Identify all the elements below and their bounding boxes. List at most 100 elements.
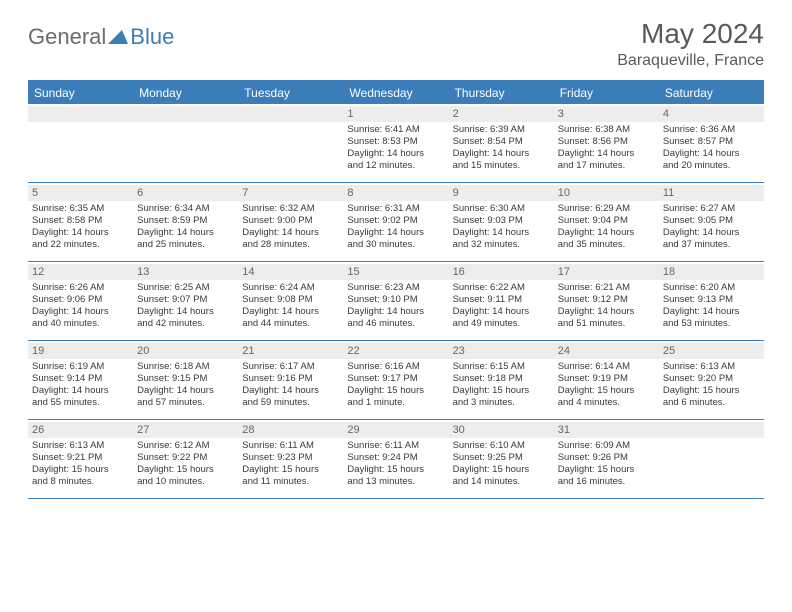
sunrise-line: Sunrise: 6:11 AM	[347, 440, 444, 452]
month-title: May 2024	[617, 18, 764, 50]
daylight-line-2: and 40 minutes.	[32, 318, 129, 330]
sunset-line: Sunset: 9:07 PM	[137, 294, 234, 306]
weekday-tuesday: Tuesday	[238, 82, 343, 104]
sunrise-line: Sunrise: 6:13 AM	[32, 440, 129, 452]
sunset-line: Sunset: 9:02 PM	[347, 215, 444, 227]
day-number: 22	[343, 343, 448, 359]
daylight-line-2: and 11 minutes.	[242, 476, 339, 488]
day-number: 8	[343, 185, 448, 201]
daylight-line-1: Daylight: 14 hours	[137, 385, 234, 397]
day-number: 18	[659, 264, 764, 280]
day-cell: 6Sunrise: 6:34 AMSunset: 8:59 PMDaylight…	[133, 183, 238, 261]
day-number: 24	[554, 343, 659, 359]
sunrise-line: Sunrise: 6:27 AM	[663, 203, 760, 215]
header: General Blue May 2024 Baraqueville, Fran…	[28, 18, 764, 70]
day-cell: 11Sunrise: 6:27 AMSunset: 9:05 PMDayligh…	[659, 183, 764, 261]
sunset-line: Sunset: 9:13 PM	[663, 294, 760, 306]
sunset-line: Sunset: 9:23 PM	[242, 452, 339, 464]
sunset-line: Sunset: 9:18 PM	[453, 373, 550, 385]
sunrise-line: Sunrise: 6:11 AM	[242, 440, 339, 452]
day-cell: 4Sunrise: 6:36 AMSunset: 8:57 PMDaylight…	[659, 104, 764, 182]
sunrise-line: Sunrise: 6:32 AM	[242, 203, 339, 215]
sunrise-line: Sunrise: 6:19 AM	[32, 361, 129, 373]
daylight-line-1: Daylight: 14 hours	[242, 227, 339, 239]
day-number	[133, 106, 238, 122]
day-cell: 14Sunrise: 6:24 AMSunset: 9:08 PMDayligh…	[238, 262, 343, 340]
daylight-line-1: Daylight: 14 hours	[32, 306, 129, 318]
daylight-line-1: Daylight: 15 hours	[453, 464, 550, 476]
daylight-line-1: Daylight: 14 hours	[242, 385, 339, 397]
sunset-line: Sunset: 9:26 PM	[558, 452, 655, 464]
sunrise-line: Sunrise: 6:22 AM	[453, 282, 550, 294]
day-number: 5	[28, 185, 133, 201]
daylight-line-2: and 42 minutes.	[137, 318, 234, 330]
sunset-line: Sunset: 8:59 PM	[137, 215, 234, 227]
weekday-saturday: Saturday	[659, 82, 764, 104]
day-number: 3	[554, 106, 659, 122]
daylight-line-2: and 14 minutes.	[453, 476, 550, 488]
daylight-line-2: and 46 minutes.	[347, 318, 444, 330]
brand-part2: Blue	[130, 24, 174, 50]
day-number: 14	[238, 264, 343, 280]
daylight-line-2: and 15 minutes.	[453, 160, 550, 172]
sunset-line: Sunset: 9:24 PM	[347, 452, 444, 464]
day-number	[659, 422, 764, 438]
sunset-line: Sunset: 9:04 PM	[558, 215, 655, 227]
daylight-line-2: and 3 minutes.	[453, 397, 550, 409]
day-number: 27	[133, 422, 238, 438]
day-cell: 26Sunrise: 6:13 AMSunset: 9:21 PMDayligh…	[28, 420, 133, 498]
daylight-line-1: Daylight: 15 hours	[347, 464, 444, 476]
week-row: 5Sunrise: 6:35 AMSunset: 8:58 PMDaylight…	[28, 183, 764, 262]
sunrise-line: Sunrise: 6:23 AM	[347, 282, 444, 294]
daylight-line-1: Daylight: 14 hours	[32, 385, 129, 397]
daylight-line-1: Daylight: 14 hours	[347, 306, 444, 318]
daylight-line-2: and 22 minutes.	[32, 239, 129, 251]
day-cell: 23Sunrise: 6:15 AMSunset: 9:18 PMDayligh…	[449, 341, 554, 419]
day-number: 21	[238, 343, 343, 359]
week-row: 19Sunrise: 6:19 AMSunset: 9:14 PMDayligh…	[28, 341, 764, 420]
day-cell	[28, 104, 133, 182]
sunset-line: Sunset: 9:15 PM	[137, 373, 234, 385]
daylight-line-2: and 1 minute.	[347, 397, 444, 409]
sunrise-line: Sunrise: 6:24 AM	[242, 282, 339, 294]
daylight-line-1: Daylight: 15 hours	[663, 385, 760, 397]
daylight-line-1: Daylight: 15 hours	[558, 464, 655, 476]
sunset-line: Sunset: 8:56 PM	[558, 136, 655, 148]
day-number: 28	[238, 422, 343, 438]
weekday-monday: Monday	[133, 82, 238, 104]
sunset-line: Sunset: 9:20 PM	[663, 373, 760, 385]
sunrise-line: Sunrise: 6:31 AM	[347, 203, 444, 215]
sunrise-line: Sunrise: 6:13 AM	[663, 361, 760, 373]
daylight-line-2: and 53 minutes.	[663, 318, 760, 330]
sunset-line: Sunset: 8:53 PM	[347, 136, 444, 148]
daylight-line-2: and 12 minutes.	[347, 160, 444, 172]
day-cell: 5Sunrise: 6:35 AMSunset: 8:58 PMDaylight…	[28, 183, 133, 261]
day-number: 13	[133, 264, 238, 280]
sunset-line: Sunset: 9:03 PM	[453, 215, 550, 227]
daylight-line-2: and 30 minutes.	[347, 239, 444, 251]
location: Baraqueville, France	[617, 52, 764, 70]
sunrise-line: Sunrise: 6:26 AM	[32, 282, 129, 294]
day-number: 30	[449, 422, 554, 438]
sunset-line: Sunset: 9:19 PM	[558, 373, 655, 385]
sunset-line: Sunset: 9:05 PM	[663, 215, 760, 227]
daylight-line-1: Daylight: 15 hours	[242, 464, 339, 476]
day-cell: 15Sunrise: 6:23 AMSunset: 9:10 PMDayligh…	[343, 262, 448, 340]
sunset-line: Sunset: 8:57 PM	[663, 136, 760, 148]
day-number: 1	[343, 106, 448, 122]
sunset-line: Sunset: 9:10 PM	[347, 294, 444, 306]
sunrise-line: Sunrise: 6:15 AM	[453, 361, 550, 373]
daylight-line-2: and 49 minutes.	[453, 318, 550, 330]
day-cell: 3Sunrise: 6:38 AMSunset: 8:56 PMDaylight…	[554, 104, 659, 182]
sunset-line: Sunset: 9:17 PM	[347, 373, 444, 385]
sunset-line: Sunset: 9:06 PM	[32, 294, 129, 306]
daylight-line-2: and 8 minutes.	[32, 476, 129, 488]
day-cell: 13Sunrise: 6:25 AMSunset: 9:07 PMDayligh…	[133, 262, 238, 340]
day-number: 29	[343, 422, 448, 438]
day-cell: 31Sunrise: 6:09 AMSunset: 9:26 PMDayligh…	[554, 420, 659, 498]
day-cell: 7Sunrise: 6:32 AMSunset: 9:00 PMDaylight…	[238, 183, 343, 261]
day-number: 23	[449, 343, 554, 359]
daylight-line-2: and 4 minutes.	[558, 397, 655, 409]
day-cell: 2Sunrise: 6:39 AMSunset: 8:54 PMDaylight…	[449, 104, 554, 182]
daylight-line-2: and 59 minutes.	[242, 397, 339, 409]
